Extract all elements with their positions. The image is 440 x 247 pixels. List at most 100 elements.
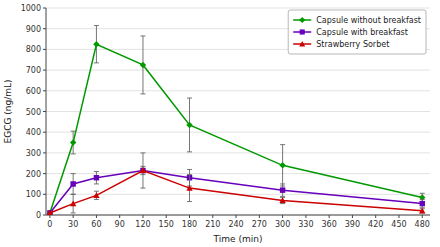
error-bar [71, 174, 76, 195]
data-point [70, 200, 76, 206]
x-tick-label: 30 [68, 220, 78, 229]
y-tick-label: 300 [26, 149, 41, 158]
legend-label: Capsule without breakfast [316, 16, 421, 25]
y-tick [43, 132, 46, 133]
x-tick-label: 390 [345, 220, 360, 229]
grid-line [46, 215, 430, 216]
x-tick [166, 215, 167, 218]
error-bar [187, 98, 192, 152]
x-tick [73, 215, 74, 218]
y-tick-label: 1000 [21, 4, 41, 13]
y-tick [43, 90, 46, 91]
data-point [186, 122, 192, 128]
error-bar [280, 184, 285, 196]
x-tick-label: 420 [368, 220, 383, 229]
y-tick-label: 200 [26, 170, 41, 179]
series [47, 166, 426, 215]
series-line [50, 170, 422, 212]
data-point [93, 192, 99, 198]
y-tick [43, 28, 46, 29]
x-tick [212, 215, 213, 218]
x-tick-label: 60 [91, 220, 101, 229]
x-tick [352, 215, 353, 218]
error-bar [94, 172, 99, 184]
data-point [186, 185, 192, 191]
y-tick-label: 500 [26, 108, 41, 117]
legend-label: Capsule with breakfast [316, 28, 408, 37]
grid-line [46, 8, 430, 9]
x-tick-label: 240 [228, 220, 243, 229]
legend-marker [299, 41, 305, 46]
x-tick [422, 215, 423, 218]
grid-line [46, 90, 430, 91]
data-point [280, 187, 285, 192]
x-tick-label: 360 [322, 220, 337, 229]
grid [46, 8, 430, 215]
error-bar [140, 153, 145, 188]
data-point [279, 197, 285, 203]
data-point [279, 162, 285, 168]
error-bar [140, 36, 145, 94]
x-tick-label: 210 [205, 220, 220, 229]
series [47, 153, 425, 215]
y-tick [43, 194, 46, 195]
grid-line [46, 152, 430, 153]
y-tick-label: 600 [26, 87, 41, 96]
y-tick-label: 0 [36, 211, 41, 220]
x-axis-label: Time (min) [213, 234, 263, 244]
x-tick [236, 215, 237, 218]
grid-line [46, 111, 430, 112]
x-tick-label: 0 [47, 220, 52, 229]
x-tick [142, 215, 143, 218]
series-line [50, 44, 422, 213]
y-tick [43, 152, 46, 153]
y-tick-label: 800 [26, 45, 41, 54]
x-tick-label: 450 [391, 220, 406, 229]
error-bar [94, 191, 99, 199]
grid-line [46, 132, 430, 133]
data-point [47, 210, 53, 215]
series-line [50, 170, 422, 212]
x-tick [398, 215, 399, 218]
x-tick [282, 215, 283, 218]
data-point [419, 208, 425, 214]
x-tick-label: 180 [182, 220, 197, 229]
data-point [420, 201, 425, 206]
legend-label: Strawberry Sorbet [316, 40, 389, 49]
error-bar [280, 197, 285, 203]
y-tick-label: 700 [26, 66, 41, 75]
y-tick [43, 49, 46, 50]
error-bar [140, 166, 145, 174]
x-tick-label: 330 [298, 220, 313, 229]
y-tick [43, 111, 46, 112]
data-point [70, 181, 75, 186]
y-tick-label: 100 [26, 190, 41, 199]
legend-marker [300, 29, 305, 34]
legend-box [288, 10, 426, 54]
x-tick [96, 215, 97, 218]
error-bar [94, 26, 99, 63]
x-tick-label: 480 [415, 220, 430, 229]
x-tick [375, 215, 376, 218]
data-point [94, 175, 99, 180]
y-tick [43, 215, 46, 216]
axes: 0306090120150180210240270300330360390420… [21, 4, 430, 229]
x-tick-label: 90 [115, 220, 125, 229]
x-tick [259, 215, 260, 218]
y-tick [43, 173, 46, 174]
x-tick-label: 120 [135, 220, 150, 229]
data-point [140, 62, 146, 68]
data-point [93, 41, 99, 47]
y-tick [43, 8, 46, 9]
error-bar [280, 145, 285, 186]
data-point [70, 139, 76, 145]
x-tick [49, 215, 50, 218]
grid-line [46, 70, 430, 71]
y-tick-label: 900 [26, 25, 41, 34]
legend: Capsule without breakfast Capsule with br… [288, 10, 426, 54]
data-point [140, 167, 146, 173]
y-tick [43, 70, 46, 71]
x-tick [329, 215, 330, 218]
x-tick [119, 215, 120, 218]
grid-line [46, 173, 430, 174]
